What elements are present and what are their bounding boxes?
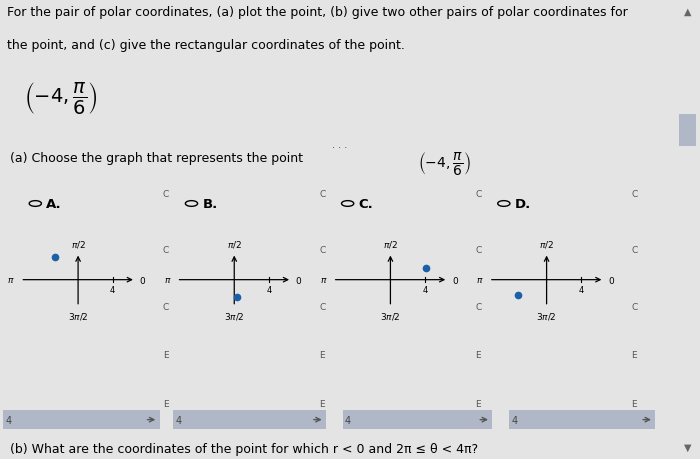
Text: A.: A. [46,197,62,211]
Text: 4: 4 [175,415,181,425]
Text: C: C [631,246,638,254]
Text: $3\pi/2$: $3\pi/2$ [224,311,244,322]
Text: 4: 4 [579,286,584,295]
Text: E: E [631,350,637,359]
Text: (a) Choose the graph that represents the point: (a) Choose the graph that represents the… [10,152,303,165]
Text: 4: 4 [6,415,12,425]
Text: E: E [631,399,637,408]
Text: $0$: $0$ [295,274,302,285]
Text: $3\pi/2$: $3\pi/2$ [68,311,88,322]
Text: . . .: . . . [332,140,347,150]
Text: $\pi/2$: $\pi/2$ [539,238,554,249]
Text: $3\pi/2$: $3\pi/2$ [380,311,400,322]
Text: E: E [475,350,481,359]
Text: $\pi/2$: $\pi/2$ [383,238,398,249]
Text: 4: 4 [422,286,428,295]
Text: $\pi$: $\pi$ [164,275,171,285]
Bar [679,115,696,147]
Text: C: C [475,302,482,312]
Bar [4,410,160,429]
Text: $0$: $0$ [608,274,615,285]
Text: E: E [163,350,169,359]
Text: $3\pi/2$: $3\pi/2$ [536,311,557,322]
Text: E: E [319,350,325,359]
Text: ▼: ▼ [684,442,692,452]
Text: E: E [319,399,325,408]
Text: 4: 4 [345,415,351,425]
Text: C: C [631,302,638,312]
Text: $\pi$: $\pi$ [476,275,484,285]
Text: 4: 4 [266,286,272,295]
Text: $0$: $0$ [452,274,458,285]
Text: C: C [319,190,326,199]
Text: C: C [163,302,169,312]
Text: (b) What are the coordinates of the point for which r < 0 and 2π ≤ θ < 4π?: (b) What are the coordinates of the poin… [10,442,478,454]
Text: C: C [319,246,326,254]
Text: $\left(-4,\dfrac{\pi}{6}\right)$: $\left(-4,\dfrac{\pi}{6}\right)$ [24,80,97,116]
Bar [343,410,492,429]
Text: C: C [163,190,169,199]
Text: C: C [631,190,638,199]
Text: C: C [475,190,482,199]
Text: 4: 4 [511,415,517,425]
Text: 4: 4 [110,286,116,295]
Bar [173,410,326,429]
Text: C: C [163,246,169,254]
Text: $\pi$: $\pi$ [8,275,15,285]
Bar [510,410,655,429]
Text: C: C [319,302,326,312]
Text: ▲: ▲ [684,7,692,17]
Text: E: E [163,399,169,408]
Text: $\pi$: $\pi$ [320,275,328,285]
Text: $\pi/2$: $\pi/2$ [227,238,242,249]
Text: For the pair of polar coordinates, (a) plot the point, (b) give two other pairs : For the pair of polar coordinates, (a) p… [7,6,627,19]
Text: C.: C. [358,197,373,211]
Text: C: C [475,246,482,254]
Text: D.: D. [514,197,531,211]
Text: $\left(-4,\dfrac{\pi}{6}\right)$: $\left(-4,\dfrac{\pi}{6}\right)$ [418,149,470,176]
Text: $\pi/2$: $\pi/2$ [71,238,85,249]
Text: the point, and (c) give the rectangular coordinates of the point.: the point, and (c) give the rectangular … [7,39,405,51]
Text: B.: B. [202,197,218,211]
Text: $0$: $0$ [139,274,146,285]
Text: E: E [475,399,481,408]
